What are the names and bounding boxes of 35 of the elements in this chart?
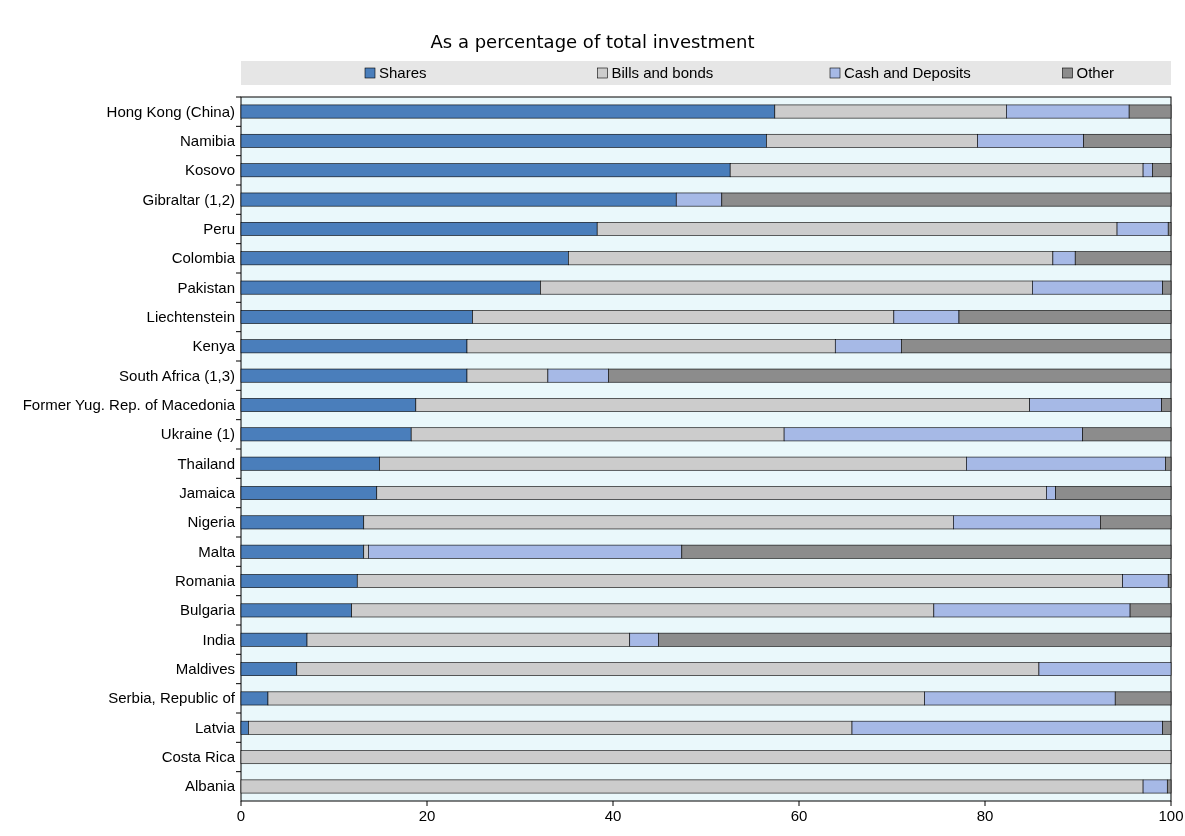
y-tick-label: Kosovo <box>184 161 235 179</box>
y-tick-label: Gibraltar (1,2) <box>142 190 235 208</box>
chart-title: As a percentage of total investment <box>430 31 755 52</box>
y-tick-label: Latvia <box>194 718 236 736</box>
y-tick-label: Bulgaria <box>179 601 236 619</box>
y-tick-label: Former Yug. Rep. of Macedonia <box>22 396 236 413</box>
x-tick-label: 0 <box>236 807 246 824</box>
legend-label: Cash and Deposits <box>844 64 971 81</box>
legend-label: Bills and bonds <box>611 64 714 81</box>
y-tick-label: Serbia, Republic of <box>108 689 236 707</box>
y-tick-label: Nigeria <box>187 513 236 531</box>
y-tick-label: Malta <box>198 542 236 560</box>
y-tick-label: South Africa (1,3) <box>119 366 235 384</box>
y-tick-label: Jamaica <box>179 484 236 501</box>
y-tick-label: India <box>202 630 236 648</box>
x-tick-label: 80 <box>976 807 994 824</box>
y-tick-label: Liechtenstein <box>146 308 235 325</box>
y-tick-label: Hong Kong (China) <box>106 102 235 120</box>
y-tick-label: Albania <box>184 777 236 795</box>
y-tick-label: Ukraine (1) <box>160 425 235 443</box>
x-tick-label: 100 <box>1158 807 1184 824</box>
legend-label: Shares <box>379 64 427 81</box>
y-tick-label: Pakistan <box>177 278 235 296</box>
y-tick-label: Romania <box>174 572 236 589</box>
y-tick-label: Kenya <box>192 337 236 355</box>
y-tick-label: Maldives <box>175 660 235 677</box>
x-tick-label: 40 <box>604 807 622 824</box>
legend-label: Other <box>1076 64 1115 81</box>
y-tick-label: Peru <box>203 220 235 237</box>
y-tick-label: Namibia <box>179 132 236 149</box>
y-tick-label: Colombia <box>171 249 236 267</box>
y-tick-label: Thailand <box>177 454 235 472</box>
x-tick-label: 20 <box>418 807 436 824</box>
x-tick-label: 60 <box>790 807 808 824</box>
y-tick-label: Costa Rica <box>161 748 236 765</box>
